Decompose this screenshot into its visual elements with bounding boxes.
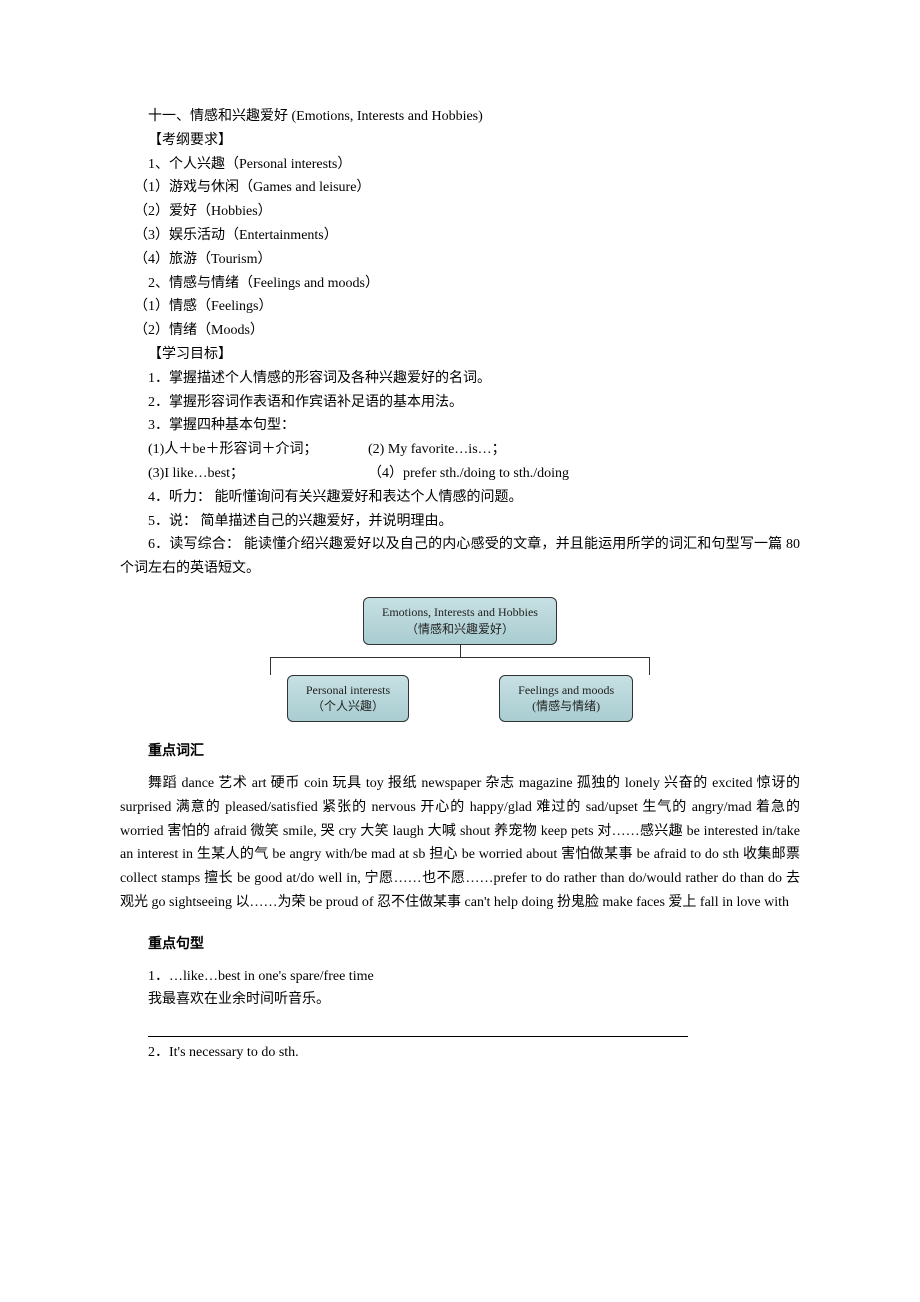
learn-heading: 【学习目标】 bbox=[120, 343, 800, 367]
diagram-root-en: Emotions, Interests and Hobbies bbox=[382, 604, 538, 621]
answer-line bbox=[148, 1036, 688, 1037]
sent-1-en: 1．…like…best in one's spare/free time bbox=[120, 965, 800, 989]
document-page: 十一、情感和兴趣爱好 (Emotions, Interests and Hobb… bbox=[0, 0, 920, 1302]
learn-3: 3．掌握四种基本句型： bbox=[120, 414, 800, 438]
learn-6: 6．读写综合： 能读懂介绍兴趣爱好以及自己的内心感受的文章，并且能运用所学的词汇… bbox=[120, 533, 800, 581]
learn-3-row1: (1)人＋be＋形容词＋介词； (2) My favorite…is…； bbox=[120, 438, 800, 462]
req-item-1-4: （4）旅游（Tourism） bbox=[120, 248, 800, 272]
diagram-root-node: Emotions, Interests and Hobbies （情感和兴趣爱好… bbox=[363, 597, 557, 645]
requirements-heading: 【考纲要求】 bbox=[120, 129, 800, 153]
diagram-children: Personal interests （个人兴趣） Feelings and m… bbox=[287, 675, 633, 723]
learn-3-2a: (3)I like…best； bbox=[120, 462, 340, 486]
diagram-left-zh: （个人兴趣） bbox=[306, 698, 390, 715]
learn-4: 4．听力： 能听懂询问有关兴趣爱好和表达个人情感的问题。 bbox=[120, 486, 800, 510]
diagram-connector bbox=[270, 645, 650, 675]
learn-5: 5．说： 简单描述自己的兴趣爱好，并说明理由。 bbox=[120, 510, 800, 534]
diagram-left-en: Personal interests bbox=[306, 682, 390, 699]
concept-diagram: Emotions, Interests and Hobbies （情感和兴趣爱好… bbox=[120, 597, 800, 722]
vocab-body: 舞蹈 dance 艺术 art 硬币 coin 玩具 toy 报纸 newspa… bbox=[120, 772, 800, 915]
req-item-1-3: （3）娱乐活动（Entertainments） bbox=[120, 224, 800, 248]
req-item-1: 1、个人兴趣（Personal interests） bbox=[120, 153, 800, 177]
page-title: 十一、情感和兴趣爱好 (Emotions, Interests and Hobb… bbox=[120, 105, 800, 129]
learn-2: 2．掌握形容词作表语和作宾语补足语的基本用法。 bbox=[120, 391, 800, 415]
sent-2: 2．It's necessary to do sth. bbox=[120, 1041, 800, 1065]
learn-1: 1．掌握描述个人情感的形容词及各种兴趣爱好的名词。 bbox=[120, 367, 800, 391]
learn-3-2b: （4）prefer sth./doing to sth./doing bbox=[340, 462, 569, 486]
req-item-2-2: （2）情绪（Moods） bbox=[120, 319, 800, 343]
req-item-2-1: （1）情感（Feelings） bbox=[120, 295, 800, 319]
diagram-right-zh: (情感与情绪) bbox=[518, 698, 614, 715]
diagram-right-node: Feelings and moods (情感与情绪) bbox=[499, 675, 633, 723]
learn-3-1a: (1)人＋be＋形容词＋介词； bbox=[120, 438, 340, 462]
sent-1-zh: 我最喜欢在业余时间听音乐。 bbox=[120, 988, 800, 1012]
diagram-root-zh: （情感和兴趣爱好） bbox=[382, 621, 538, 638]
learn-3-1b: (2) My favorite…is…； bbox=[340, 438, 506, 462]
diagram-right-en: Feelings and moods bbox=[518, 682, 614, 699]
learn-3-row2: (3)I like…best； （4）prefer sth./doing to … bbox=[120, 462, 800, 486]
req-item-1-1: （1）游戏与休闲（Games and leisure） bbox=[120, 176, 800, 200]
sentence-heading: 重点句型 bbox=[120, 933, 800, 957]
vocab-heading: 重点词汇 bbox=[120, 740, 800, 764]
diagram-left-node: Personal interests （个人兴趣） bbox=[287, 675, 409, 723]
req-item-1-2: （2）爱好（Hobbies） bbox=[120, 200, 800, 224]
req-item-2: 2、情感与情绪（Feelings and moods） bbox=[120, 272, 800, 296]
